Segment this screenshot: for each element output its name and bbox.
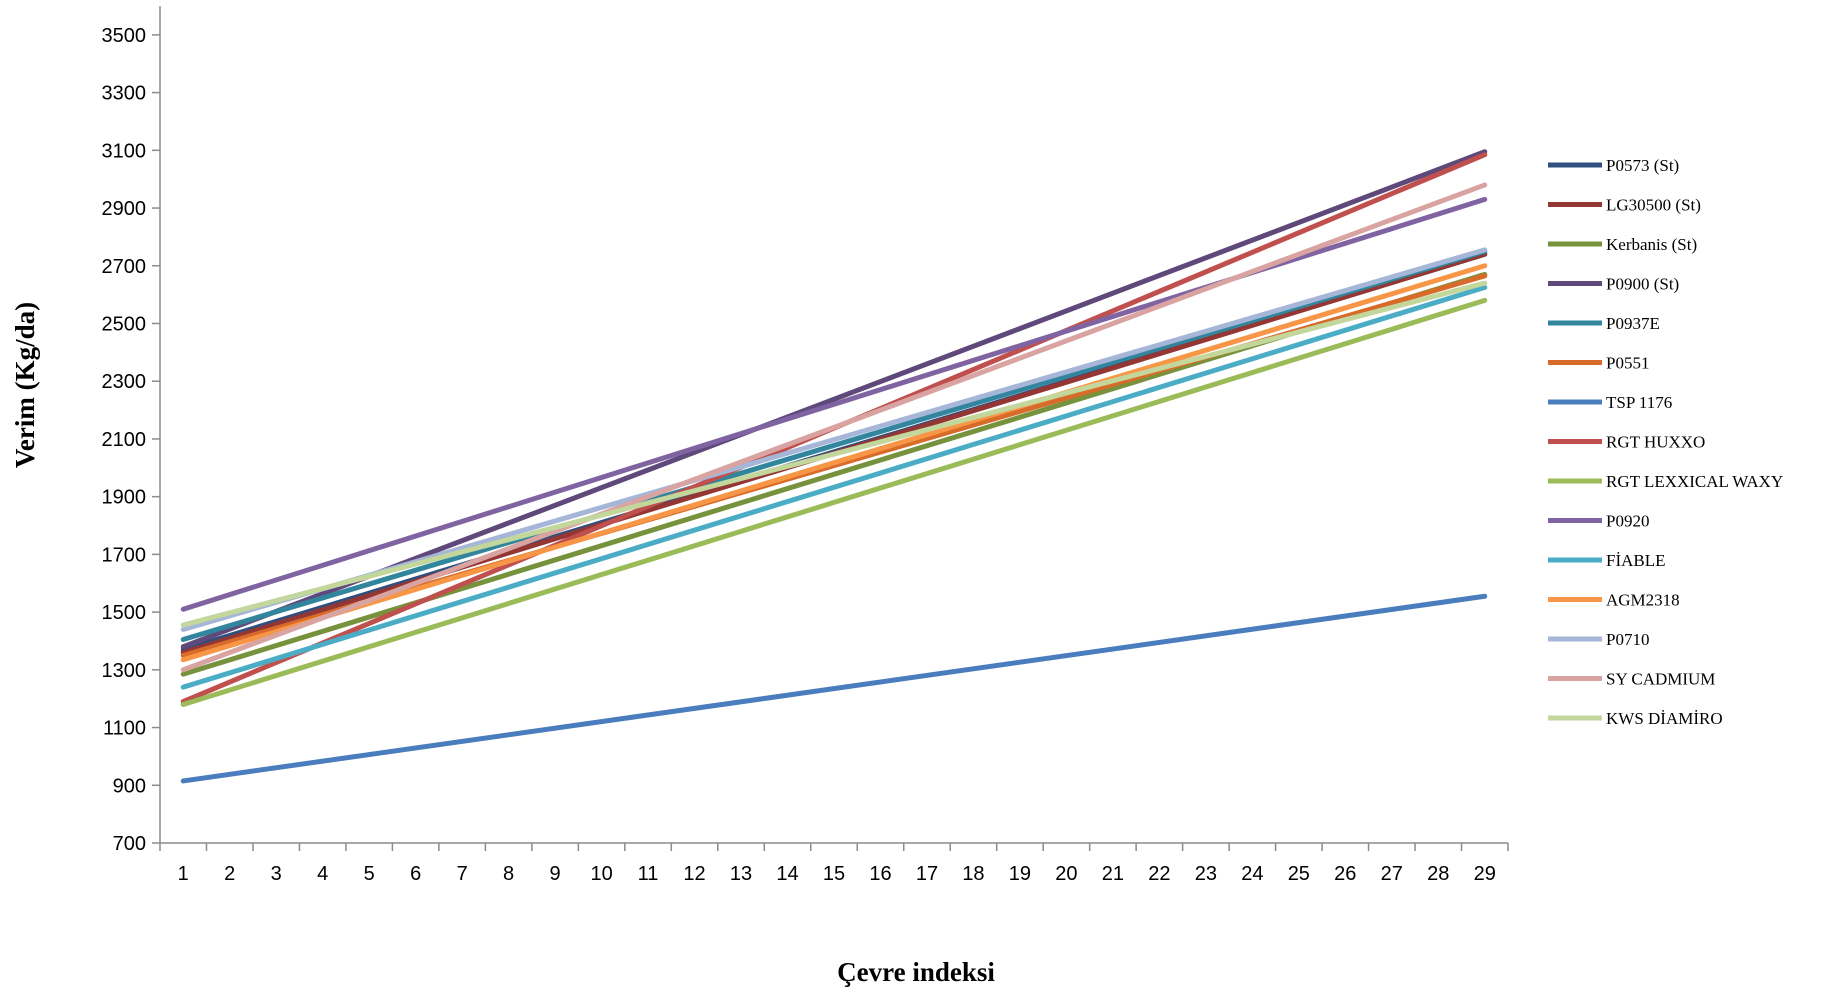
x-tick-label: 18 (962, 863, 984, 885)
y-tick-label: 1100 (103, 718, 146, 740)
y-tick-label: 2100 (102, 429, 147, 451)
legend-label: P0573 (St) (1606, 156, 1679, 175)
legend-item: Kerbanis (St) (1548, 235, 1697, 254)
x-tick-label: 20 (1055, 863, 1077, 885)
x-tick-label: 2 (224, 863, 235, 885)
x-tick-label: 15 (823, 863, 845, 885)
legend-item: SY CADMIUM (1548, 670, 1715, 689)
x-tick-label: 12 (683, 863, 705, 885)
x-tick-label: 19 (1009, 863, 1031, 885)
legend-label: AGM2318 (1606, 591, 1680, 610)
series-line (180, 297, 1488, 707)
x-tick-label: 6 (410, 863, 421, 885)
series-lines (180, 149, 1488, 784)
series-line (180, 284, 1488, 690)
legend-label: SY CADMIUM (1606, 670, 1715, 689)
legend-label: RGT HUXXO (1606, 433, 1705, 452)
x-tick-label: 8 (503, 863, 514, 885)
series-line (180, 263, 1488, 663)
legend-label: FİABLE (1606, 551, 1666, 570)
series-line (180, 280, 1488, 628)
y-tick-label: 2700 (102, 256, 147, 278)
x-axis-title: Çevre indeksi (837, 957, 995, 987)
x-tick-label: 14 (776, 863, 798, 885)
legend-item: RGT LEXXICAL WAXY (1548, 472, 1783, 491)
legend-item: P0920 (1548, 512, 1649, 531)
legend-label: P0551 (1606, 354, 1649, 373)
x-tick-label: 16 (869, 863, 891, 885)
legend-label: KWS DİAMİRO (1606, 709, 1723, 728)
legend-item: AGM2318 (1548, 591, 1680, 610)
y-tick-label: 1500 (102, 602, 147, 624)
y-tick-label: 3300 (102, 83, 147, 105)
legend-item: TSP 1176 (1548, 393, 1672, 412)
legend-item: FİABLE (1548, 551, 1666, 570)
y-tick-label: 2900 (102, 198, 147, 220)
y-ticks: 700 900 1100 1300 1500 1700 1900 2100 2300 2500 27… (102, 25, 160, 855)
legend-item: P0710 (1548, 630, 1649, 649)
x-tick-label: 4 (317, 863, 328, 885)
x-tick-label: 22 (1148, 863, 1170, 885)
legend-label: P0710 (1606, 630, 1649, 649)
legend-item: RGT HUXXO (1548, 433, 1705, 452)
y-tick-label: 2500 (102, 313, 147, 335)
y-tick-label: 700 (113, 833, 146, 855)
x-ticks: 1 2 3 4 5 6 7 8 9 10 11 12 13 14 15 16 17 18 19 20 21 22 23 24 2… (159, 843, 1509, 885)
x-tick-label: 25 (1288, 863, 1310, 885)
series-line (180, 182, 1488, 673)
legend-item: P0937E (1548, 314, 1660, 333)
x-tick-label: 29 (1474, 863, 1496, 885)
y-tick-label: 1900 (102, 487, 147, 509)
y-tick-label: 3500 (102, 25, 147, 47)
x-tick-label: 5 (364, 863, 375, 885)
legend-label: P0937E (1606, 314, 1660, 333)
x-tick-label: 1 (178, 863, 189, 885)
x-tick-label: 9 (550, 863, 561, 885)
x-tick-label: 27 (1381, 863, 1403, 885)
x-tick-label: 17 (916, 863, 938, 885)
legend-item: P0900 (St) (1548, 275, 1679, 294)
x-tick-label: 28 (1427, 863, 1449, 885)
legend-label: LG30500 (St) (1606, 196, 1701, 215)
plot-area: 7009001100130015001700190021002300250027… (102, 6, 1509, 885)
x-tick-label: 24 (1241, 863, 1263, 885)
legend-label: Kerbanis (St) (1606, 235, 1697, 254)
legend-item: KWS DİAMİRO (1548, 709, 1723, 728)
x-tick-label: 26 (1334, 863, 1356, 885)
y-tick-label: 3100 (102, 140, 147, 162)
legend-item: LG30500 (St) (1548, 196, 1701, 215)
x-tick-label: 21 (1102, 863, 1124, 885)
series-line (180, 196, 1488, 612)
x-tick-label: 13 (730, 863, 752, 885)
series-line (180, 593, 1488, 784)
legend-item: P0551 (1548, 354, 1649, 373)
legend-label: RGT LEXXICAL WAXY (1606, 472, 1783, 491)
legend-label: TSP 1176 (1606, 393, 1672, 412)
y-tick-label: 1700 (102, 544, 147, 566)
y-tick-label: 2300 (102, 371, 147, 393)
y-axis-title: Verim (Kg/da) (10, 302, 40, 468)
x-tick-label: 11 (638, 863, 659, 885)
series-line (180, 248, 1488, 643)
legend-label: P0900 (St) (1606, 275, 1679, 294)
legend: P0573 (St) LG30500 (St) Kerbanis (St) P0900… (1548, 156, 1783, 728)
y-tick-label: 1300 (102, 660, 147, 682)
x-tick-label: 23 (1195, 863, 1217, 885)
y-tick-label: 900 (113, 775, 146, 797)
legend-label: P0920 (1606, 512, 1649, 531)
x-tick-label: 7 (457, 863, 468, 885)
x-tick-label: 3 (271, 863, 282, 885)
legend-item: P0573 (St) (1548, 156, 1679, 175)
x-tick-label: 10 (590, 863, 612, 885)
